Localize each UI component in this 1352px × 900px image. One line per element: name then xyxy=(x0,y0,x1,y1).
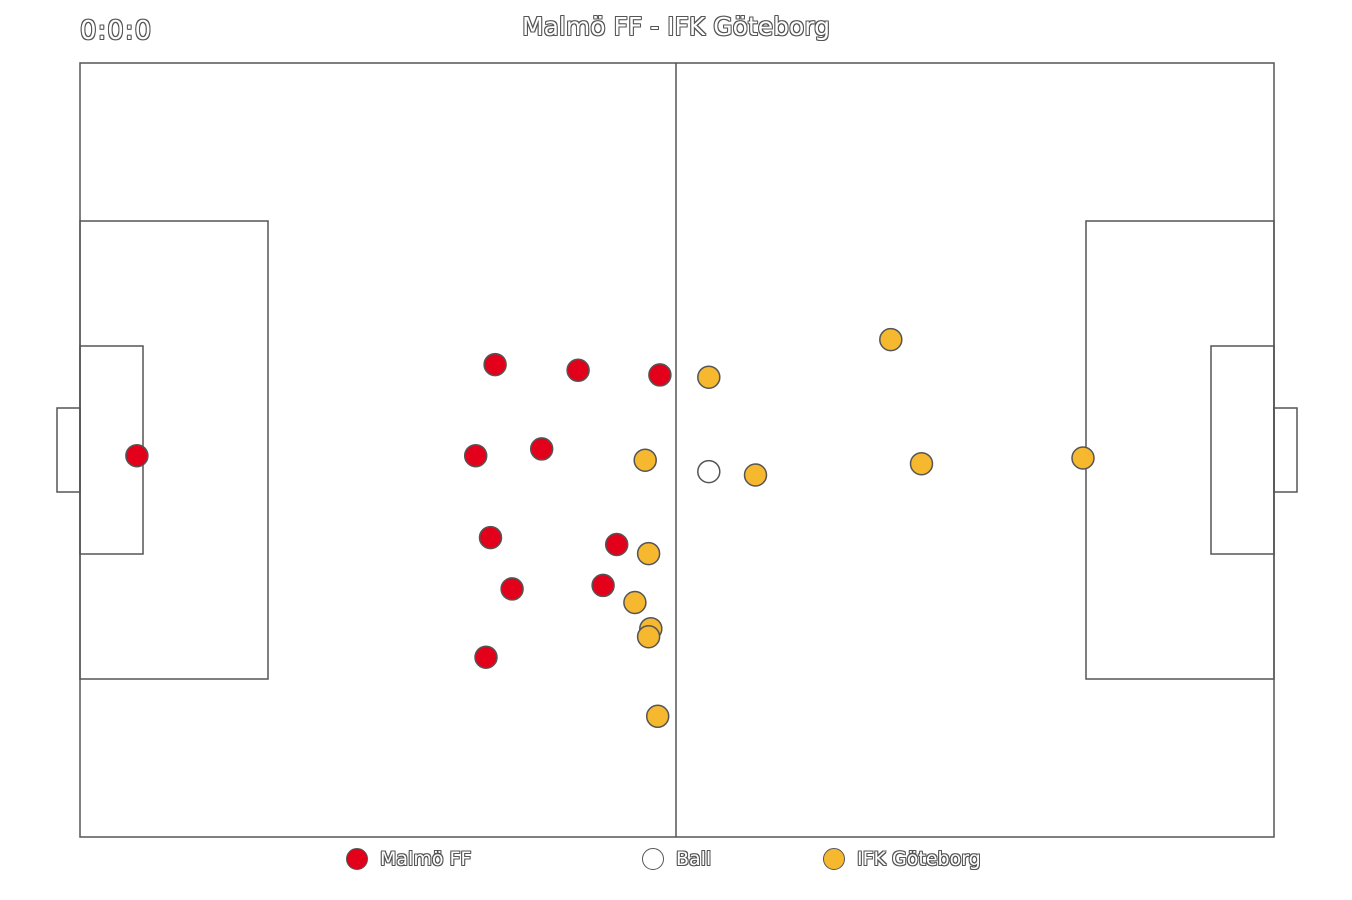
away-player-marker-4 xyxy=(743,463,768,487)
pitch-outline-inner xyxy=(81,64,1273,836)
players-layer xyxy=(125,327,1095,729)
pitch-outline xyxy=(79,62,1275,838)
legend-ball-label: Ball xyxy=(676,848,712,870)
legend-away-marker xyxy=(823,848,845,870)
left-penalty-area xyxy=(79,220,269,680)
match-title: Malmö FF - IFK Göteborg xyxy=(522,12,830,41)
legend-item-ball: Ball xyxy=(642,845,711,873)
right-goal xyxy=(1273,407,1298,493)
match-clock: 0:0:0 xyxy=(80,16,153,46)
right-goal-area xyxy=(1210,345,1275,555)
away-player-marker-8 xyxy=(623,590,647,615)
legend-home-label: Malmö FF xyxy=(380,848,472,870)
away-player-marker-3 xyxy=(633,448,657,472)
legend-item-home: Malmö FF xyxy=(346,845,471,873)
away-player-marker-5 xyxy=(909,451,934,476)
home-player-marker-6 xyxy=(529,437,554,461)
home-player-marker-5 xyxy=(463,443,488,468)
home-player-marker-2 xyxy=(483,352,507,377)
right-penalty-area xyxy=(1085,220,1275,680)
away-player-marker-1 xyxy=(697,365,721,389)
home-player-marker-3 xyxy=(566,358,590,383)
home-player-marker-9 xyxy=(500,577,524,601)
away-player-marker-2 xyxy=(879,327,903,352)
away-player-marker-7 xyxy=(636,541,661,566)
home-player-marker-4 xyxy=(648,363,672,387)
home-player-marker-8 xyxy=(604,532,629,557)
away-player-marker-6 xyxy=(1071,446,1095,470)
home-player-marker-1 xyxy=(125,443,149,468)
home-player-marker-10 xyxy=(591,573,615,598)
legend-ball-marker xyxy=(642,848,664,870)
legend-away-label: IFK Göteborg xyxy=(857,848,981,870)
left-goal xyxy=(56,407,81,493)
away-player-marker-10 xyxy=(636,624,661,649)
ball-marker xyxy=(697,459,721,484)
legend-home-marker xyxy=(346,848,368,870)
home-player-marker-11 xyxy=(474,645,498,669)
pitch-lines xyxy=(56,62,1298,838)
away-player-marker-11 xyxy=(645,704,670,729)
legend-item-away: IFK Göteborg xyxy=(823,845,981,873)
home-player-marker-7 xyxy=(478,525,503,550)
